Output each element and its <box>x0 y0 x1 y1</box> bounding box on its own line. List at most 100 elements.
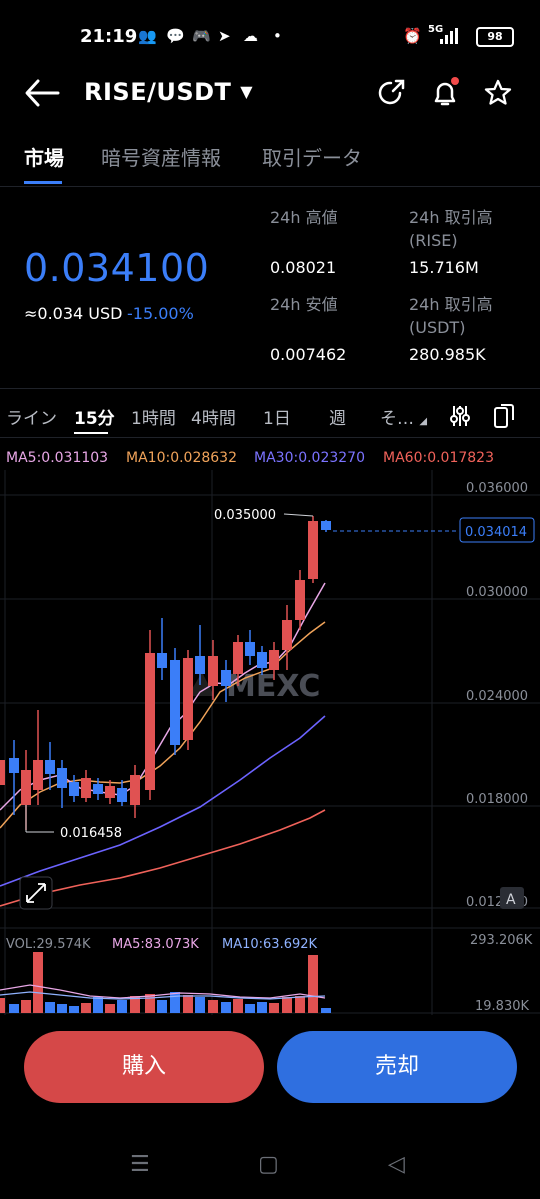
caret-down-icon: ▼ <box>240 82 254 101</box>
candle <box>33 760 43 790</box>
change-percent: -15.00% <box>127 304 194 323</box>
volume-bar <box>195 997 205 1013</box>
indicator-settings-icon[interactable] <box>449 404 471 428</box>
volume-bar <box>21 1000 31 1013</box>
candle <box>45 760 55 774</box>
volume-bar <box>321 1008 331 1013</box>
tab-crypto-info[interactable]: 暗号資産情報 <box>101 146 221 170</box>
tab-trading-data[interactable]: 取引データ <box>262 146 362 170</box>
candle <box>57 768 67 788</box>
recent-apps-icon[interactable]: ☰ <box>130 1152 150 1177</box>
vol-rise-value: 15.716M <box>409 258 479 277</box>
buy-button[interactable]: 購入 <box>24 1031 264 1103</box>
corner-caret-icon: ◢ <box>419 416 428 427</box>
volume-bar <box>157 1000 167 1013</box>
candle <box>208 656 218 686</box>
signal-icon <box>440 28 458 44</box>
star-icon[interactable] <box>481 76 515 110</box>
candle <box>21 770 31 805</box>
usd-price: ≈0.034 USD <box>24 304 123 323</box>
vol-usdt-value: 280.985K <box>409 345 486 364</box>
low-label: 24h 安値 <box>270 295 338 314</box>
candle <box>245 642 255 656</box>
last-price: 0.034100 <box>24 246 210 290</box>
volume-bar <box>282 997 292 1013</box>
volume-bar <box>0 998 5 1013</box>
high-marker: 0.035000 <box>214 508 276 523</box>
volume-bar <box>221 1002 231 1013</box>
volume-bar <box>170 992 180 1013</box>
chat-icon: 💬 <box>166 27 185 45</box>
volume-bar <box>208 1000 218 1013</box>
rotate-screen-icon[interactable] <box>491 402 517 430</box>
candle <box>257 652 267 668</box>
volume-ma10-line <box>0 991 326 1000</box>
volume-bar <box>295 996 305 1013</box>
notification-dot <box>451 77 459 85</box>
volume-bar <box>308 955 318 1013</box>
share-icon[interactable] <box>374 76 408 110</box>
volume-bar <box>57 1004 67 1013</box>
volume-bar <box>105 1004 115 1013</box>
app-icon: ☁ <box>243 27 258 45</box>
candle <box>282 620 292 650</box>
ma30-legend: MA30:0.023270 <box>254 450 365 466</box>
home-icon[interactable]: ▢ <box>258 1152 279 1177</box>
volume-bar <box>93 997 103 1013</box>
bell-icon[interactable] <box>428 76 462 110</box>
candles <box>0 516 331 830</box>
candle <box>269 650 279 670</box>
candle <box>145 653 155 790</box>
candle <box>157 653 167 668</box>
tab-market[interactable]: 市場 <box>24 146 64 170</box>
candle <box>295 580 305 620</box>
tab-underline <box>24 181 62 184</box>
volume-bar <box>183 995 193 1013</box>
pair-name: RISE/USDT <box>84 78 232 106</box>
ma5-legend: MA5:0.031103 <box>6 450 109 466</box>
candle <box>69 782 79 796</box>
volume-bar <box>81 1003 91 1013</box>
dot-icon: • <box>273 27 282 45</box>
volume-top-tick: 293.206K <box>470 933 533 948</box>
y-tick: 0.024000 <box>466 689 528 704</box>
chart-gridlines <box>0 470 540 1015</box>
timeframe-week[interactable]: 週 <box>329 409 346 429</box>
timeframe-divider <box>0 437 540 438</box>
volume-bar <box>145 994 155 1013</box>
y-tick: 0.036000 <box>466 481 528 496</box>
telegram-icon: ➤ <box>218 27 231 45</box>
candle <box>130 775 140 805</box>
volume-bar <box>69 1006 79 1013</box>
volume-ma5-line <box>0 984 326 999</box>
high-value: 0.08021 <box>270 258 337 277</box>
candle <box>0 760 5 785</box>
back-nav-icon[interactable]: ◁ <box>388 1152 405 1177</box>
candle <box>195 656 205 674</box>
pair-selector[interactable]: RISE/USDT ▼ <box>84 78 253 106</box>
watermark-logo <box>188 672 214 696</box>
back-arrow-icon[interactable] <box>22 76 62 110</box>
volume-bar <box>130 996 140 1013</box>
low-value: 0.007462 <box>270 345 347 364</box>
volume-bottom-tick: 19.830K <box>475 999 529 1014</box>
candle <box>9 758 19 773</box>
volume-bar <box>269 1003 279 1013</box>
timeframe-more[interactable]: そ… ◢ <box>380 404 427 429</box>
candlestick-chart[interactable]: MEXC 0.035000 0.016 <box>0 470 540 1015</box>
timeframe-1h[interactable]: 1時間 <box>131 409 176 429</box>
timeframe-line[interactable]: ライン <box>6 409 57 429</box>
vol-usdt-label-line1: 24h 取引高 <box>409 295 493 314</box>
volume-bar <box>9 1004 19 1013</box>
people-icon: 👥 <box>138 27 157 45</box>
timeframe-15m[interactable]: 15分 <box>74 409 115 429</box>
candle <box>105 786 115 798</box>
status-bar: 21:19 👥 💬 🎮 ➤ ☁ • ⏰ 5G 98 <box>0 0 540 70</box>
vol-rise-label-line1: 24h 取引高 <box>409 208 493 227</box>
timeframe-1d[interactable]: 1日 <box>263 409 291 429</box>
scale-mode-button[interactable] <box>500 887 524 909</box>
sell-button[interactable]: 売却 <box>277 1031 517 1103</box>
volume-bar <box>245 1004 255 1013</box>
volume-bars <box>0 952 331 1013</box>
timeframe-4h[interactable]: 4時間 <box>191 409 236 429</box>
